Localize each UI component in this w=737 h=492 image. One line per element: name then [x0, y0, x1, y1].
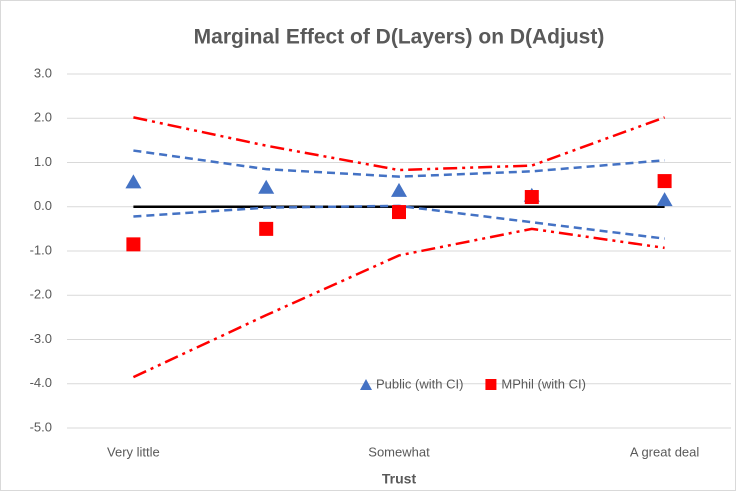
point-marker	[657, 174, 672, 189]
y-tick-label: -2.0	[30, 287, 52, 302]
y-tick-label: 1.0	[34, 154, 52, 169]
point-marker	[259, 221, 274, 236]
point-marker	[258, 179, 275, 194]
legend-label: MPhil (with CI)	[501, 376, 586, 391]
x-tick-label: A great deal	[630, 444, 699, 459]
point-marker	[391, 182, 407, 197]
point-marker	[656, 192, 673, 207]
ci-line	[133, 149, 665, 178]
point-marker	[125, 174, 142, 189]
x-tick-label: Very little	[107, 444, 160, 459]
point-marker	[392, 205, 406, 220]
y-tick-label: 0.0	[34, 198, 52, 213]
point-marker	[524, 190, 539, 205]
ci-line	[132, 227, 665, 379]
y-tick-label: -4.0	[30, 375, 52, 390]
y-tick-label: 2.0	[34, 110, 52, 125]
x-axis-title: Trust	[382, 471, 417, 487]
chart-title: Marginal Effect of D(Layers) on D(Adjust…	[194, 26, 605, 49]
y-tick-label: -1.0	[30, 242, 52, 257]
y-tick-label: -5.0	[30, 419, 52, 434]
legend-label: Public (with CI)	[376, 376, 463, 391]
legend-marker	[360, 379, 372, 390]
point-marker	[126, 237, 141, 252]
legend-marker	[485, 379, 497, 390]
y-tick-label: -3.0	[30, 331, 52, 346]
ci-line	[133, 116, 666, 172]
x-tick-label: Somewhat	[368, 444, 430, 459]
y-tick-label: 3.0	[34, 65, 52, 80]
